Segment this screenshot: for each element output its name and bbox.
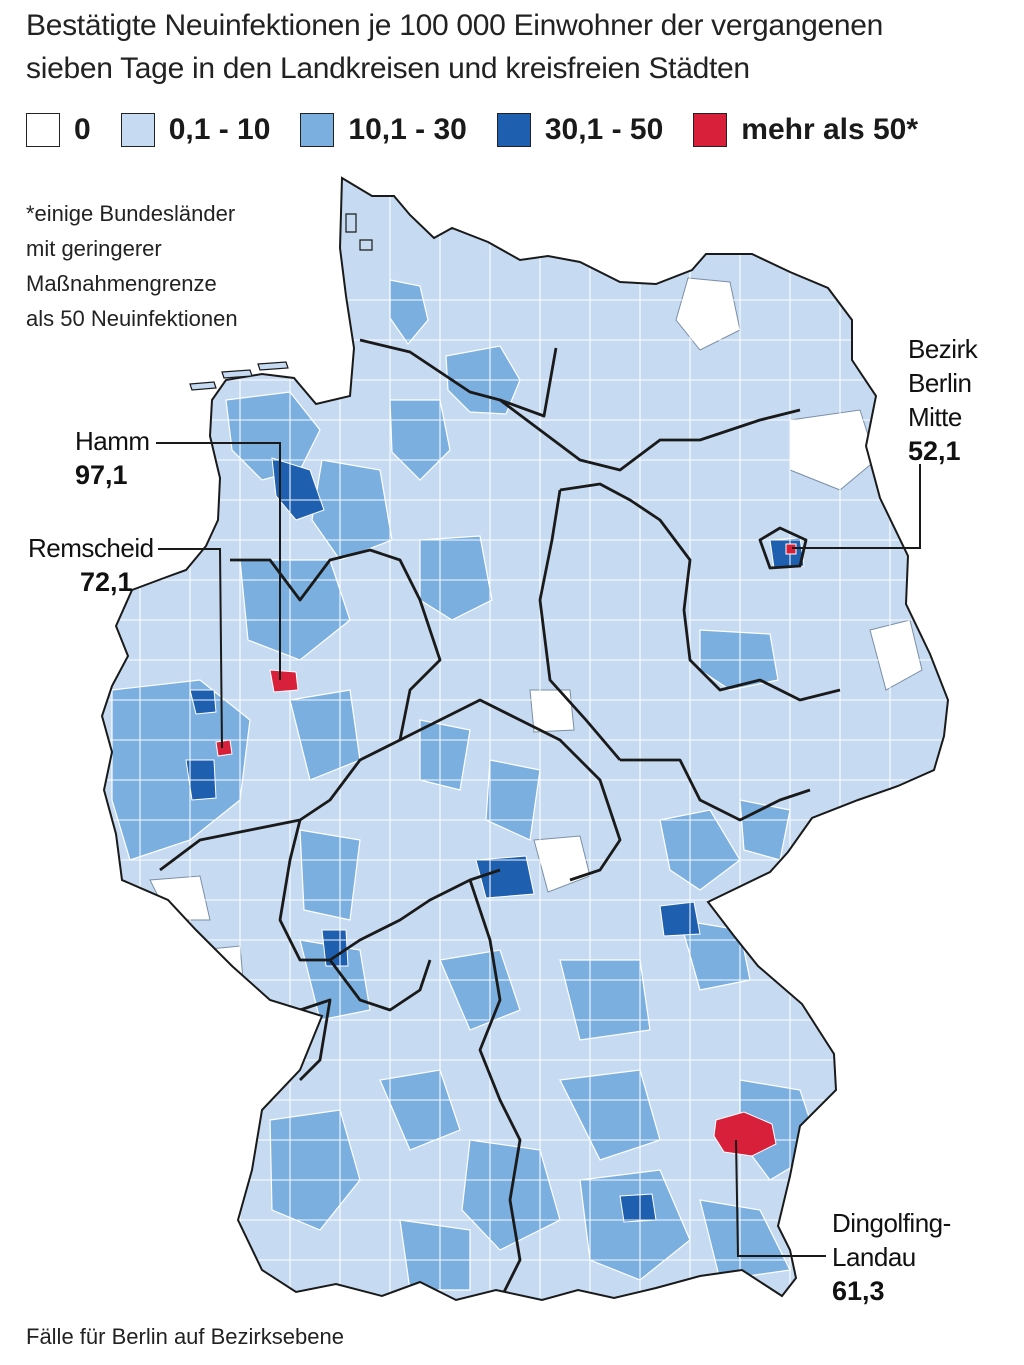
border-sachsen-anhalt <box>559 482 841 702</box>
district-dark-ruhr <box>189 689 217 715</box>
map-title: Bestätigte Neuinfektionen je 100 000 Ein… <box>26 4 1016 90</box>
callout-remscheid-name: Remscheid <box>28 533 154 563</box>
district-dark-mainz <box>321 929 349 967</box>
legend-swatch-medium <box>300 113 335 147</box>
callout-dingolfing-value: 61,3 <box>832 1276 885 1306</box>
district-medium-vogtland <box>659 809 741 891</box>
title-line-1: Bestätigte Neuinfektionen je 100 000 Ein… <box>26 9 884 42</box>
callout-dingolfing-name-2: Landau <box>832 1242 916 1272</box>
footnote-berlin: Fälle für Berlin auf Bezirksebene <box>26 1324 344 1349</box>
border-rlp-bw <box>328 959 432 1012</box>
island-3 <box>257 361 289 371</box>
district-red-remscheid <box>215 739 233 757</box>
district-zero-pfalz <box>239 1025 285 1073</box>
island-foehr <box>359 239 373 251</box>
legend-item-high: 30,1 - 50 <box>496 113 664 147</box>
note-line-1: *einige Bundesländer <box>26 201 236 226</box>
north-sea-islands <box>189 213 373 391</box>
legend-item-medium: 10,1 - 30 <box>300 113 467 147</box>
island-2 <box>221 369 253 379</box>
callout-remscheid-value: 72,1 <box>80 567 133 597</box>
callout-berlin-value: 52,1 <box>908 436 961 466</box>
legend-item-zero: 0 <box>26 113 91 147</box>
border-lsa-west <box>538 489 622 761</box>
district-borders <box>102 178 948 1300</box>
callout-hamm-name: Hamm <box>75 426 150 456</box>
district-dark-tirschenreuth <box>659 901 701 937</box>
district-medium-taunus <box>299 829 361 921</box>
district-medium-muensterland <box>239 559 351 661</box>
note-line-3: Maßnahmengrenze <box>26 271 217 296</box>
leader-hamm <box>156 442 281 680</box>
legend-swatch-high <box>496 113 531 147</box>
legend-swatch-very-high <box>693 113 728 147</box>
district-red-hamm <box>269 669 299 693</box>
district-dark-rosenheim <box>619 1193 657 1223</box>
legend-swatch-zero <box>26 113 60 147</box>
legend-label-low: 0,1 - 10 <box>168 113 271 146</box>
germany-outline <box>100 176 950 1302</box>
border-hessen-south <box>278 819 501 962</box>
state-borders <box>159 338 841 1300</box>
note-line-2: mit geringerer <box>26 236 162 261</box>
border-nrw <box>159 548 442 872</box>
callout-dingolfing-name-1: Dingolfing- <box>832 1208 951 1238</box>
legend-label-medium: 10,1 - 30 <box>348 113 467 146</box>
legend-item-low: 0,1 - 10 <box>120 113 271 147</box>
border-thueringen-sachsen <box>620 758 811 822</box>
legend-label-zero: 0 <box>74 113 91 146</box>
border-bw-bayern <box>468 879 522 1300</box>
legend-label-high: 30,1 - 50 <box>544 113 664 146</box>
border-sh-mv <box>359 338 558 418</box>
district-red-dingolfing-landau <box>713 1111 777 1157</box>
border-hessen-thueringen <box>399 698 622 882</box>
callout-dingolfing-landau: Dingolfing- Landau 61,3 <box>832 1206 951 1308</box>
note-line-4: als 50 Neuinfektionen <box>26 306 238 331</box>
island-sylt <box>345 213 357 233</box>
district-medium-hannover <box>419 535 493 621</box>
legend-swatch-low <box>120 113 155 147</box>
leader-dingolfing <box>735 1139 826 1257</box>
callout-berlin-name-1: Bezirk <box>908 334 978 364</box>
district-medium-franken-west <box>439 949 521 1031</box>
district-dark-cloppenburg <box>271 457 325 521</box>
district-zero-harz <box>529 689 575 733</box>
callout-berlin-mitte: Bezirk Berlin Mitte 52,1 <box>908 332 978 468</box>
callout-berlin-name-2: Berlin <box>908 368 972 398</box>
district-dark-schweinfurt <box>475 855 535 899</box>
border-ni-brandenburg <box>499 398 801 472</box>
district-red-berlin-mitte <box>785 543 797 555</box>
leader-remscheid <box>158 548 223 749</box>
callout-lines <box>156 442 921 1257</box>
legend-label-very-high: mehr als 50* <box>741 113 919 146</box>
leader-berlin <box>792 464 921 549</box>
callout-hamm-value: 97,1 <box>75 460 128 490</box>
callout-remscheid: Remscheid 72,1 <box>28 531 154 599</box>
footnote-threshold: *einige Bundesländer mit geringerer Maßn… <box>26 196 316 336</box>
legend-item-very-high: mehr als 50* <box>693 113 918 147</box>
border-berlin <box>758 526 808 570</box>
title-line-2: sieben Tage in den Landkreisen und kreis… <box>26 52 750 85</box>
district-medium-bodensee <box>399 1219 471 1291</box>
legend: 0 0,1 - 10 10,1 - 30 30,1 - 50 mehr als … <box>26 110 948 150</box>
districts-red <box>215 543 797 1157</box>
callout-hamm: Hamm 97,1 <box>75 424 150 492</box>
callout-berlin-name-3: Mitte <box>908 402 962 432</box>
district-zero-spree-neisse <box>869 619 923 691</box>
district-medium-hessen-north <box>419 719 471 791</box>
island-1 <box>189 381 217 391</box>
